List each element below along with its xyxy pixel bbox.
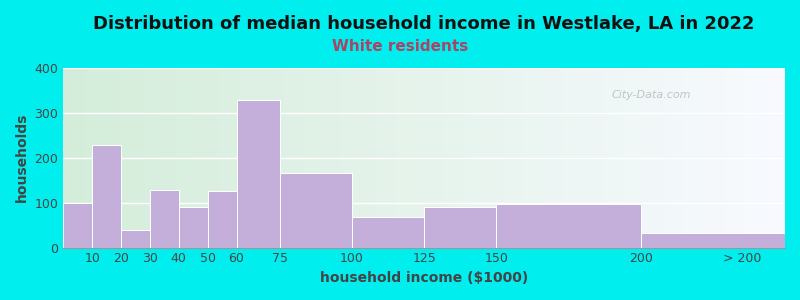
Title: Distribution of median household income in Westlake, LA in 2022: Distribution of median household income … [94,15,755,33]
Y-axis label: households: households [15,113,29,202]
Bar [237,100,280,248]
Bar [178,207,208,248]
Bar [352,217,424,248]
Bar [280,173,352,247]
Bar [63,203,92,248]
X-axis label: household income ($1000): household income ($1000) [320,271,528,285]
Text: City-Data.com: City-Data.com [612,90,691,100]
Bar [208,191,237,248]
Text: White residents: White residents [332,39,468,54]
Bar [121,230,150,247]
Bar [150,190,178,247]
Bar [641,233,785,248]
Bar [92,145,121,248]
Bar [424,207,496,248]
Bar [496,204,641,248]
